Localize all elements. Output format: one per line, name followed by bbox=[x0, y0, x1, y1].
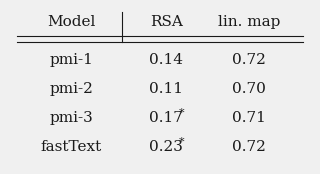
Text: 0.11: 0.11 bbox=[149, 82, 183, 96]
Text: *: * bbox=[179, 108, 184, 118]
Text: fastText: fastText bbox=[41, 140, 102, 154]
Text: RSA: RSA bbox=[150, 15, 183, 29]
Text: pmi-3: pmi-3 bbox=[49, 111, 93, 125]
Text: *: * bbox=[179, 137, 184, 147]
Text: lin. map: lin. map bbox=[218, 15, 280, 29]
Text: 0.23: 0.23 bbox=[149, 140, 183, 154]
Text: pmi-2: pmi-2 bbox=[49, 82, 93, 96]
Text: 0.17: 0.17 bbox=[149, 111, 183, 125]
Text: 0.70: 0.70 bbox=[232, 82, 266, 96]
Text: 0.71: 0.71 bbox=[232, 111, 266, 125]
Text: 0.14: 0.14 bbox=[149, 53, 183, 67]
Text: 0.72: 0.72 bbox=[232, 140, 266, 154]
Text: Model: Model bbox=[47, 15, 95, 29]
Text: 0.72: 0.72 bbox=[232, 53, 266, 67]
Text: pmi-1: pmi-1 bbox=[49, 53, 93, 67]
